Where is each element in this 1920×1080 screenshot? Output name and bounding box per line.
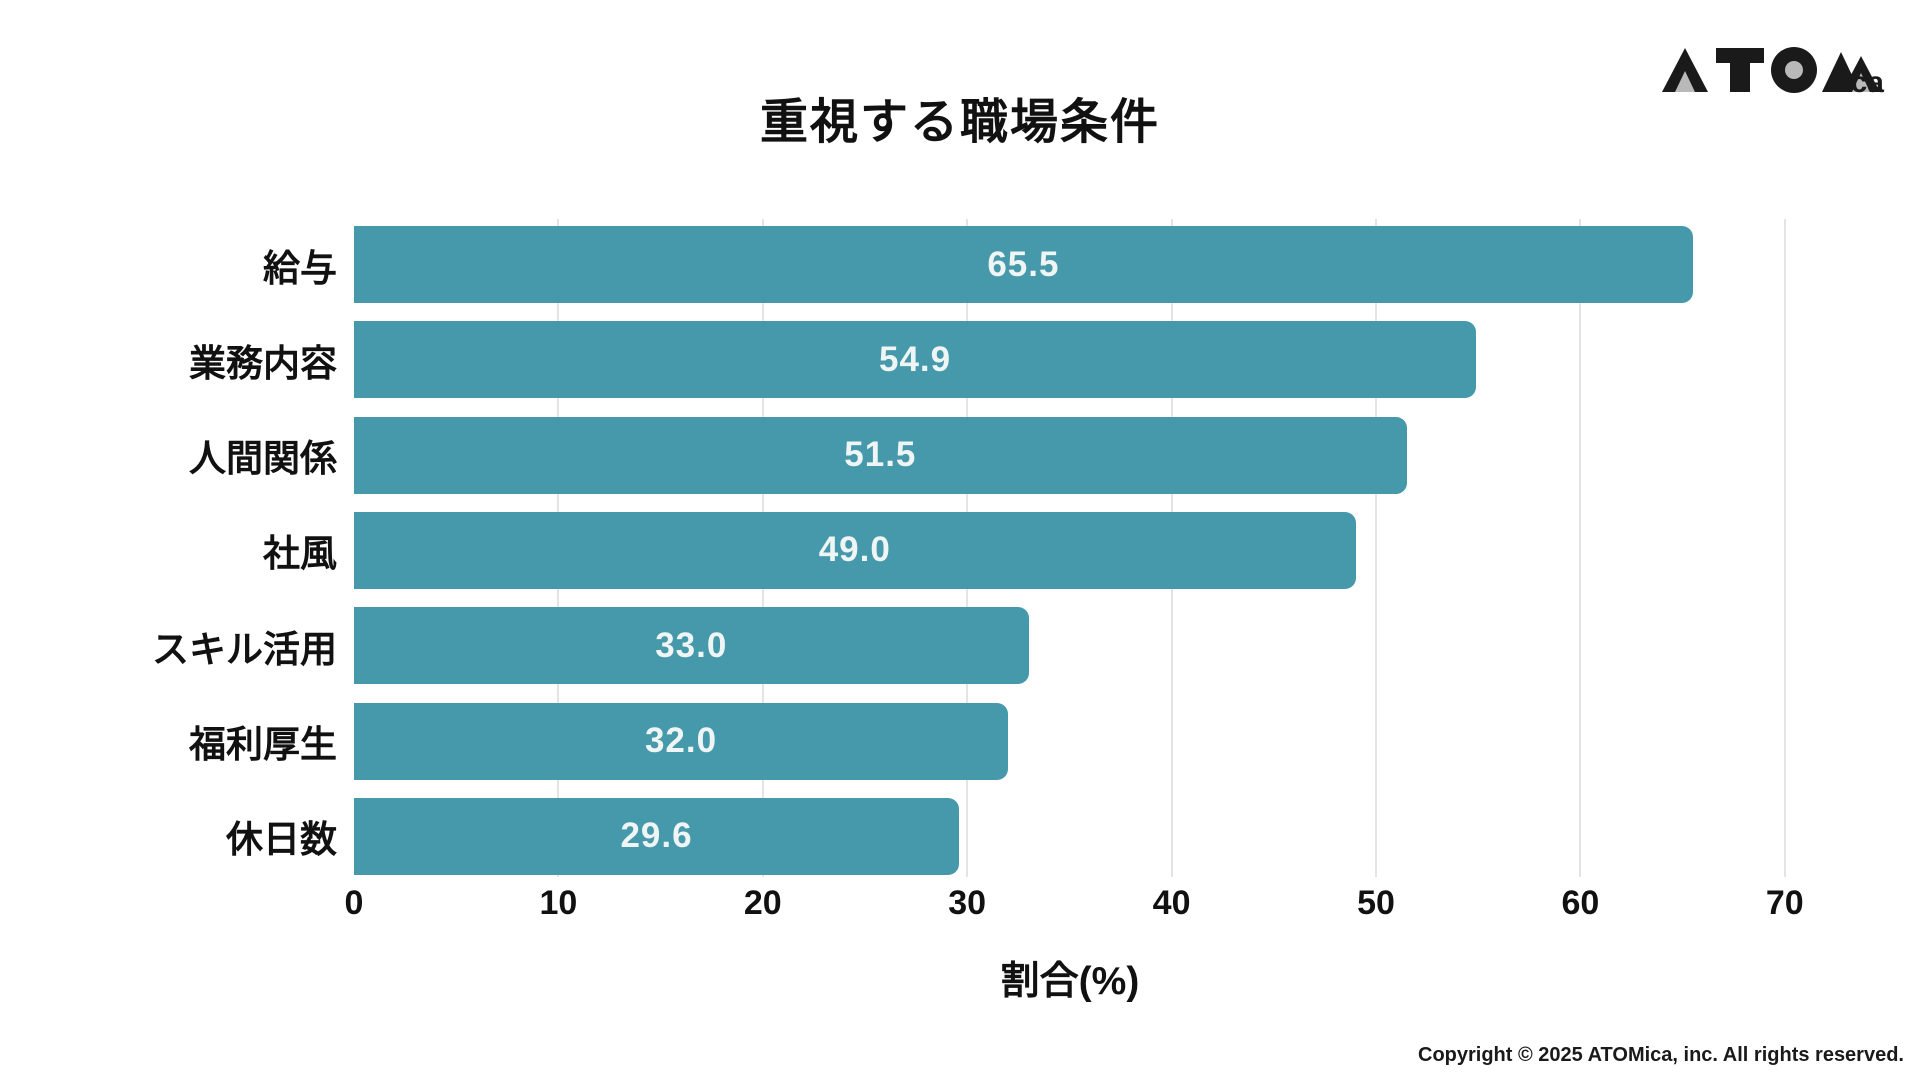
category-label: 社風: [263, 533, 337, 575]
bar: 65.5: [354, 226, 1693, 303]
x-tick-label: 0: [344, 884, 364, 922]
gridline-x-70: [1783, 219, 1786, 877]
gridline-x-50: [1375, 219, 1377, 877]
bar: 33.0: [354, 607, 1029, 685]
logo-suffix-text: ica: [1842, 66, 1884, 98]
x-tick-label: 50: [1357, 884, 1395, 922]
logo-letter-t: [1716, 48, 1764, 92]
category-label: 人間関係: [189, 438, 337, 480]
x-tick-label: 10: [539, 884, 578, 922]
category-label: 業務内容: [189, 342, 337, 384]
bar-value-label: 32.0: [644, 721, 718, 760]
logo-letter-m: [1822, 52, 1880, 92]
category-label: 休日数: [226, 819, 337, 861]
category-label: スキル活用: [152, 628, 337, 670]
gridline-x-60: [1579, 219, 1582, 877]
bar-value-label: 65.5: [987, 244, 1060, 284]
bar-value-label: 33.0: [655, 625, 728, 665]
bar-value-label: 51.5: [844, 435, 917, 475]
logo-letter-o: [1771, 47, 1817, 93]
bar: 51.5: [354, 416, 1407, 494]
bar-value-label: 49.0: [818, 530, 891, 570]
x-tick-label: 40: [1152, 884, 1191, 922]
copyright-text: Copyright © 2025 ATOMica, inc. All right…: [1418, 1044, 1904, 1066]
bar: 29.6: [354, 797, 960, 875]
bar-value-label: 29.6: [620, 816, 693, 856]
bar: 54.9: [354, 321, 1477, 399]
category-label: 福利厚生: [189, 724, 337, 765]
x-tick-label: 20: [743, 884, 782, 922]
x-axis-label: 割合(%): [1000, 960, 1140, 1003]
bar: 32.0: [354, 702, 1009, 780]
bar: 49.0: [354, 511, 1356, 589]
chart-title: 重視する職場条件: [759, 96, 1160, 149]
logo-letter-a: [1662, 48, 1708, 92]
x-tick-label: 30: [948, 884, 987, 922]
category-label: 給与: [263, 247, 337, 289]
x-tick-label: 60: [1561, 884, 1600, 922]
x-tick-label: 70: [1765, 884, 1804, 922]
atomica-logo: ica: [1662, 47, 1884, 98]
bar-value-label: 54.9: [879, 339, 952, 379]
